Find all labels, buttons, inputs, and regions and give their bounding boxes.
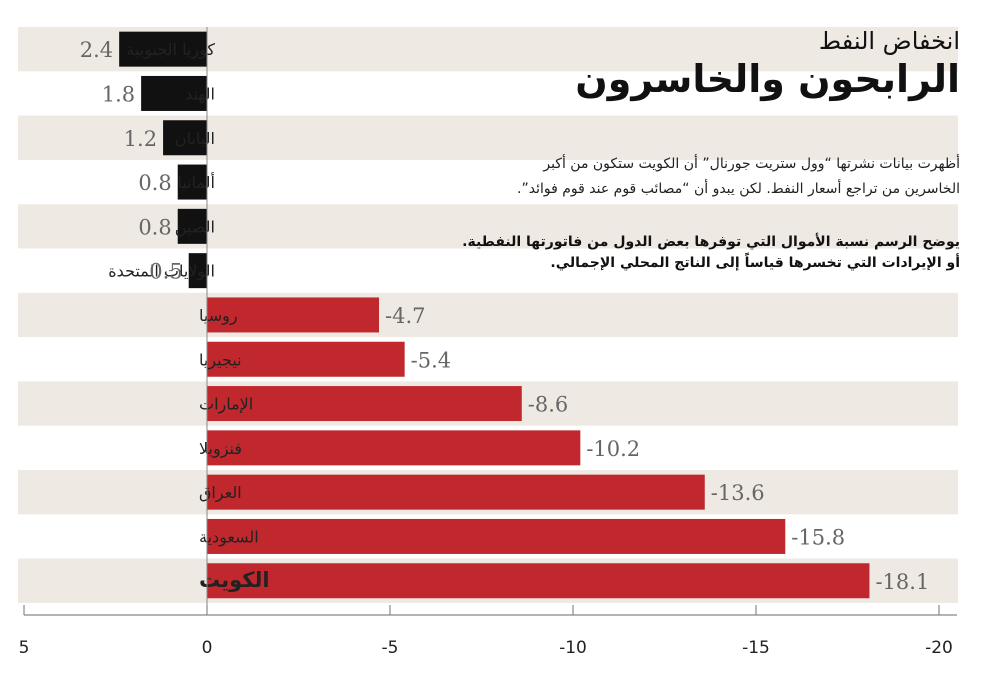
value-label: 0.8 xyxy=(138,171,171,195)
bar xyxy=(207,563,870,599)
value-label: -4.7 xyxy=(385,304,426,328)
chart-title: الرابحون والخاسرون xyxy=(575,57,960,101)
value-label: 1.2 xyxy=(124,127,157,151)
bar xyxy=(119,31,207,67)
category-label: فنزويلا xyxy=(199,439,242,459)
category-label: السعودية xyxy=(199,527,259,547)
category-label: الكويت xyxy=(199,568,270,592)
bar xyxy=(207,297,380,333)
value-label: 1.8 xyxy=(102,82,135,106)
category-label: ألمانيا xyxy=(177,172,215,192)
value-label: 2.4 xyxy=(80,38,113,62)
bar xyxy=(207,474,705,510)
value-label: -18.1 xyxy=(875,570,929,594)
bar xyxy=(207,386,522,422)
bar xyxy=(188,253,207,289)
bar xyxy=(207,518,786,554)
note-line: أو الإيرادات التي تخسرها قياساً إلى النا… xyxy=(550,255,960,271)
category-label: نيجيريا xyxy=(199,350,242,370)
category-label: الإمارات xyxy=(199,395,253,415)
intro-line: أظهرت بيانات نشرتها “وول ستريت جورنال” أ… xyxy=(543,156,960,172)
category-label: العراق xyxy=(199,483,242,503)
bar xyxy=(177,208,207,244)
intro-text: أظهرت بيانات نشرتها “وول ستريت جورنال” أ… xyxy=(440,152,960,202)
value-label: -13.6 xyxy=(711,481,765,505)
row-stripe xyxy=(18,292,958,338)
x-tick-label: -10 xyxy=(559,638,587,658)
x-tick-label: 0 xyxy=(202,638,213,658)
category-label: روسيا xyxy=(199,306,238,326)
value-label: -15.8 xyxy=(791,525,845,549)
note-line: يوضح الرسم نسبة الأموال التي توفرها بعض … xyxy=(462,234,960,250)
value-label: 0.5 xyxy=(149,260,182,284)
bar xyxy=(207,341,405,377)
category-label: كوريا الجنوبية xyxy=(126,40,215,60)
x-tick-label: -5 xyxy=(382,638,399,658)
bar xyxy=(163,120,207,156)
chart-kicker: انخفاض النفط xyxy=(818,27,960,55)
category-label: الصين xyxy=(175,217,215,237)
intro-line: الخاسرين من تراجع أسعار النفط. لكن يبدو … xyxy=(517,181,960,197)
chart-header: انخفاض النفط الرابحون والخاسرون xyxy=(540,26,960,102)
row-stripe xyxy=(18,204,958,249)
category-label: اليابان xyxy=(175,129,215,148)
x-tick-label: -20 xyxy=(925,638,953,658)
bar xyxy=(141,75,207,111)
chart-note: يوضح الرسم نسبة الأموال التي توفرها بعض … xyxy=(440,232,960,274)
value-label: 0.8 xyxy=(138,215,171,239)
value-label: -8.6 xyxy=(528,393,569,417)
category-label: الهند xyxy=(185,84,215,104)
value-label: -5.4 xyxy=(411,348,452,372)
x-tick-label: 5 xyxy=(19,638,30,658)
value-label: -10.2 xyxy=(586,437,640,461)
bar xyxy=(177,164,207,200)
category-label: الولايات المتحدة xyxy=(108,262,215,282)
bar xyxy=(207,430,581,466)
x-tick-label: -15 xyxy=(742,638,770,658)
